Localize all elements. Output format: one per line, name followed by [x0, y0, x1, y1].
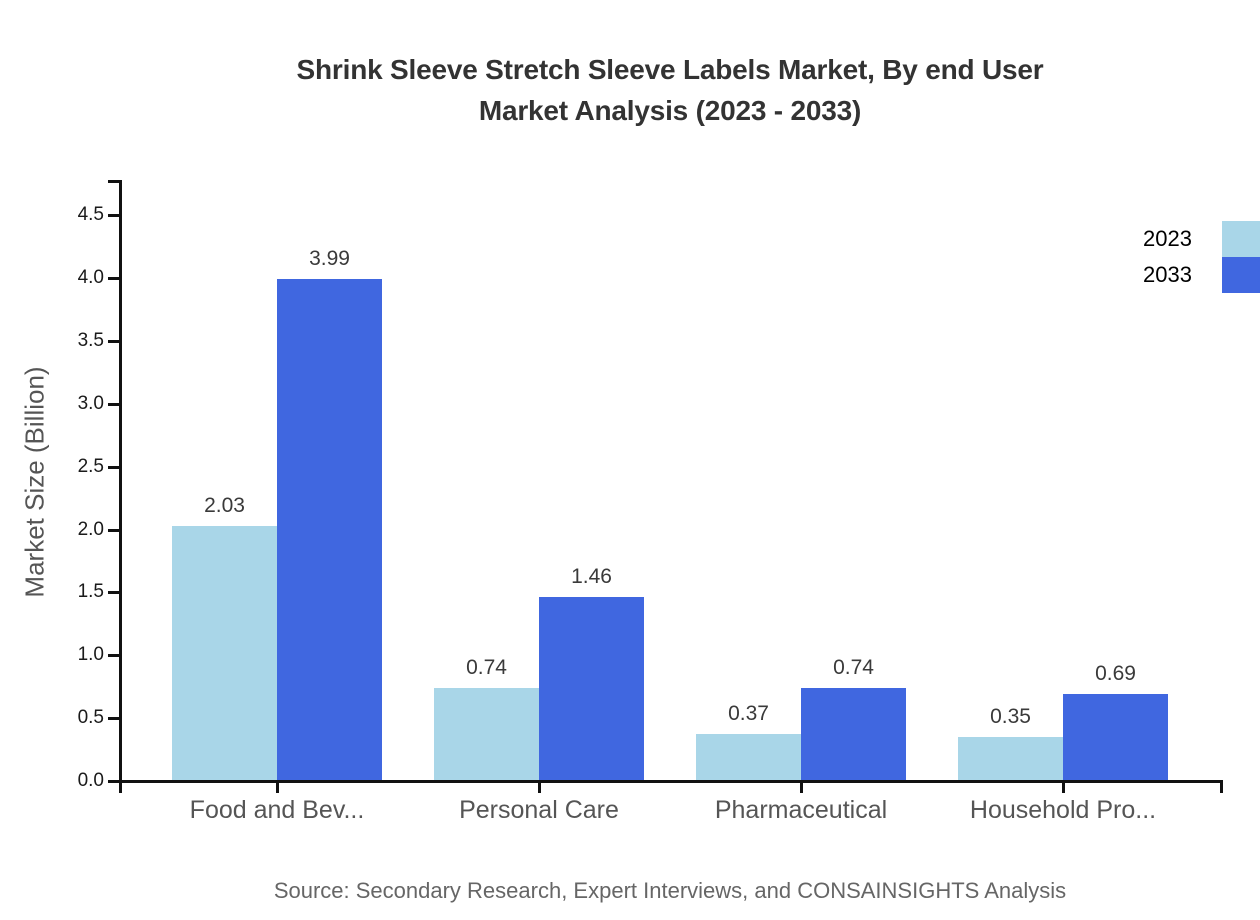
chart-title-line2: Market Analysis (2023 - 2033) [478, 95, 862, 126]
legend-label-2023: 2023 [1143, 226, 1192, 251]
x-category-label: Food and Bev... [189, 796, 365, 824]
x-tick [276, 782, 279, 793]
bar-value-label: 1.46 [571, 565, 612, 588]
y-tick [108, 340, 119, 344]
bar-value-label: 0.74 [466, 656, 507, 679]
legend-item-2023: 2023 [1143, 220, 1260, 258]
bar-value-label: 0.69 [1095, 662, 1136, 685]
y-tick-label: 0.0 [77, 770, 104, 791]
source-note: Source: Secondary Research, Expert Inter… [273, 878, 1067, 903]
x-axis-line [119, 780, 1223, 783]
legend-label-2033: 2033 [1143, 262, 1192, 287]
chart-title: Shrink Sleeve Stretch Sleeve Labels Mark… [80, 49, 1260, 131]
bar-2033-4 [1063, 694, 1168, 781]
bar-2023-2 [434, 688, 539, 781]
y-tick [108, 591, 119, 595]
x-tick [538, 782, 541, 793]
bar-value-label: 0.37 [728, 702, 769, 725]
x-category-label: Household Pro... [969, 796, 1157, 824]
bar-2033-2 [539, 597, 644, 781]
legend-item-2033: 2033 [1143, 257, 1260, 293]
bar-2033-3 [801, 688, 906, 781]
x-axis-endcap-tick [1220, 780, 1223, 793]
bar-2023-1 [172, 526, 277, 781]
y-tick [108, 717, 119, 721]
x-category-label: Pharmaceutical [714, 796, 888, 824]
chart-title-line1: Shrink Sleeve Stretch Sleeve Labels Mark… [296, 54, 1044, 85]
bar-value-label: 0.35 [990, 705, 1031, 728]
y-tick-label: 4.5 [77, 204, 104, 226]
y-tick-label: 3.5 [77, 330, 104, 352]
y-tick [108, 214, 119, 218]
y-tick-label: 2.5 [77, 455, 104, 477]
y-axis-endcap-tick [108, 180, 119, 183]
legend-swatch-2033 [1222, 257, 1260, 293]
y-tick [108, 780, 119, 783]
y-tick-label: 2.0 [77, 518, 104, 540]
x-tick [800, 782, 803, 793]
y-tick [108, 402, 119, 406]
y-tick [108, 528, 119, 532]
bar-2033-1 [277, 279, 382, 781]
bar-2023-4 [958, 737, 1063, 781]
bar-2023-3 [696, 734, 801, 781]
legend-swatch-2023 [1222, 220, 1260, 258]
y-tick-label: 1.0 [77, 644, 104, 666]
y-tick [108, 654, 119, 658]
y-tick [108, 465, 119, 469]
y-tick-label: 0.5 [77, 707, 104, 729]
bar-value-label: 3.99 [309, 247, 350, 270]
bar-value-label: 2.03 [204, 494, 245, 517]
y-axis-line [119, 180, 122, 793]
y-tick-label: 1.5 [77, 581, 104, 603]
x-category-label: Personal Care [459, 796, 619, 824]
y-tick-label: 3.0 [77, 392, 104, 414]
bar-value-label: 0.74 [833, 656, 874, 679]
y-tick [108, 277, 119, 281]
x-tick [1062, 782, 1065, 793]
y-tick-label: 4.0 [77, 267, 104, 289]
